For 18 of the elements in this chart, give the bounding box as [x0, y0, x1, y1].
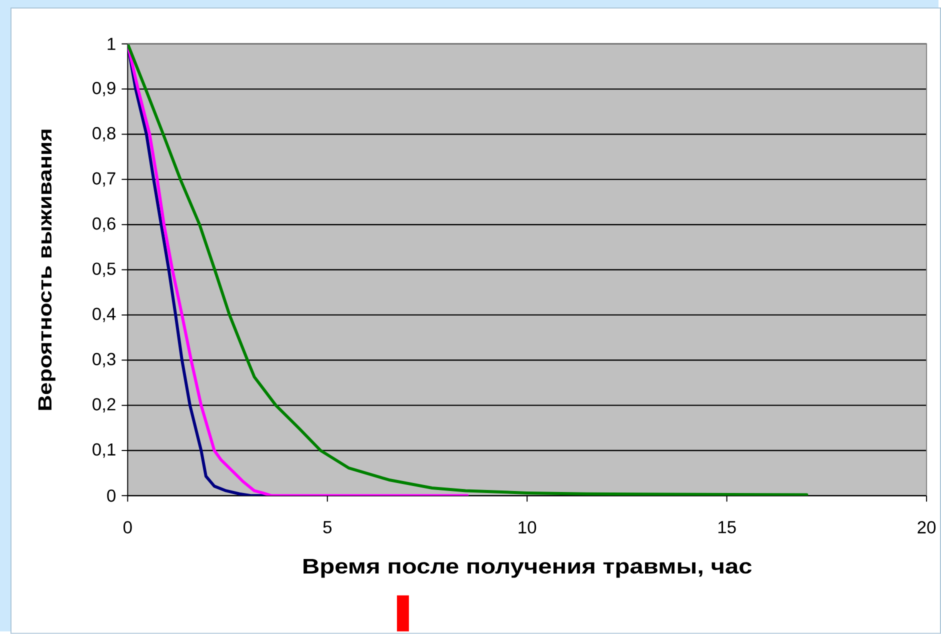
y-tick-label: 0,4: [92, 308, 116, 322]
y-tick-label: 0: [107, 490, 116, 502]
y-tick-label: 0,7: [92, 172, 116, 187]
y-tick-label: 0,6: [92, 217, 116, 232]
x-tick-label: 0: [124, 521, 132, 534]
x-axis-title: Время после получения травмы, час: [304, 559, 752, 578]
y-tick-label: 0,5: [92, 262, 116, 278]
y-tick-label: 0,8: [92, 127, 116, 142]
x-tick-label: 10: [518, 521, 536, 534]
y-tick-label: 0,1: [92, 443, 116, 458]
y-tick-label: 0,9: [92, 82, 116, 96]
x-tick-label: 15: [718, 521, 736, 534]
x-tick-label: 20: [918, 521, 936, 534]
y-axis-title: Вероятность выживания: [38, 130, 56, 410]
y-tick-label: 1: [108, 38, 116, 50]
y-tick-label: 0,3: [92, 353, 116, 368]
y-tick-label: 0,2: [92, 398, 116, 413]
x-tick-label: 5: [323, 521, 332, 534]
